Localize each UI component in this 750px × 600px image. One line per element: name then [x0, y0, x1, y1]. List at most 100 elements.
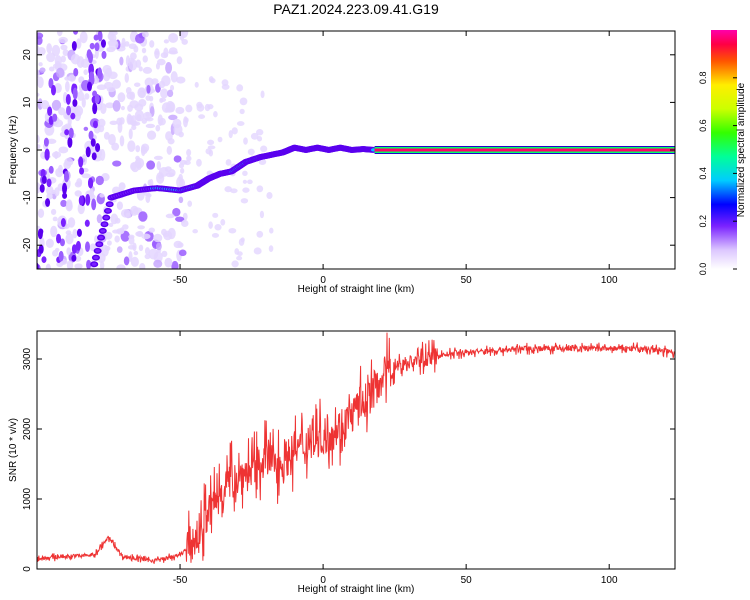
noise-speckle [164, 257, 173, 268]
noise-speckle [214, 224, 222, 231]
noise-speckle [138, 87, 147, 99]
noise-speckle [256, 185, 264, 193]
streak-blob [38, 228, 44, 235]
streak-blob [64, 129, 70, 136]
noise-speckle [131, 125, 137, 131]
noise-speckle [120, 208, 131, 218]
noise-speckle [204, 103, 211, 112]
noise-speckle [250, 132, 259, 140]
signal-blob-core [107, 202, 113, 206]
noise-speckle [108, 222, 114, 227]
noise-speckle [135, 33, 145, 44]
noise-speckle [147, 193, 152, 198]
streak-blob [84, 219, 90, 227]
noise-speckle [161, 250, 168, 258]
colorbar-tick-label: 0.6 [698, 119, 708, 132]
noise-speckle [196, 158, 202, 167]
signal-blob-core [91, 262, 97, 266]
streak-blob [72, 87, 78, 100]
noise-speckle [76, 91, 85, 101]
y-tick-label: -10 [22, 190, 33, 205]
noise-speckle [45, 238, 54, 249]
streak-blob [88, 178, 94, 189]
noise-speckle [234, 248, 240, 255]
noise-speckle [167, 227, 176, 240]
noise-speckle [76, 56, 85, 68]
noise-speckle [107, 32, 115, 41]
streak-blob [41, 175, 47, 184]
colorbar-tick-label: 0.2 [698, 215, 708, 228]
noise-speckle [54, 83, 62, 94]
noise-speckle [111, 142, 120, 151]
noise-speckle [151, 78, 159, 85]
noise-speckle [141, 233, 151, 240]
noise-speckle [37, 76, 44, 89]
snr-y-ticks: 0 1000 2000 3000 [22, 347, 675, 572]
noise-speckle [266, 191, 273, 200]
noise-speckle [239, 97, 248, 106]
noise-speckle [120, 105, 125, 111]
noise-speckle [144, 247, 151, 255]
noise-speckle [163, 39, 169, 44]
noise-speckle [65, 230, 72, 235]
streak-blob [85, 193, 91, 206]
noise-speckle [46, 52, 56, 63]
noise-speckle [178, 196, 184, 204]
noise-speckle [148, 227, 155, 233]
streak-blob [91, 198, 97, 211]
noise-speckle [126, 91, 134, 100]
noise-speckle [130, 162, 137, 171]
noise-speckle [147, 130, 157, 140]
noise-speckle [56, 31, 63, 37]
noise-speckle [165, 172, 175, 178]
streak-blob [94, 93, 100, 104]
x-tick-label: -50 [173, 575, 188, 586]
noise-speckle [60, 55, 66, 63]
streak-blob [94, 42, 100, 52]
noise-speckle [142, 55, 148, 63]
noise-speckle [178, 249, 187, 257]
streak-blob [86, 81, 92, 92]
noise-speckle [186, 155, 192, 162]
noise-speckle [259, 210, 265, 219]
noise-speckle [117, 92, 126, 103]
y-tick-label: -20 [22, 238, 33, 253]
noise-speckle [239, 108, 245, 115]
noise-speckle [104, 231, 113, 240]
streak-blob [86, 259, 92, 269]
streak-blob [88, 130, 94, 140]
noise-speckle [269, 227, 274, 234]
noise-speckle [144, 77, 154, 87]
noise-speckle [127, 140, 136, 152]
streak-blob [41, 256, 47, 263]
colorbar-ticks: 0.0 0.2 0.4 0.6 0.8 [698, 72, 737, 275]
noise-speckle [128, 43, 137, 50]
noise-speckle [228, 130, 233, 139]
noise-speckle [208, 221, 213, 229]
colorbar-tick-label: 0.4 [698, 167, 708, 180]
noise-speckle [168, 32, 179, 43]
y-tick-label: 20 [22, 49, 33, 61]
y-tick-label: 2000 [22, 417, 33, 440]
snr-series-line [37, 332, 675, 564]
noise-speckle [64, 76, 71, 81]
spectrogram-x-ticks: -50 0 50 100 [173, 31, 618, 286]
noise-speckle [69, 105, 79, 115]
noise-speckle [207, 139, 215, 146]
noise-speckle [153, 155, 163, 161]
noise-speckle [164, 166, 172, 172]
noise-speckle [178, 173, 183, 183]
noise-speckle [96, 214, 103, 224]
noise-speckle [116, 246, 123, 253]
noise-speckle [168, 101, 176, 113]
noise-speckle [79, 31, 88, 44]
signal-blob-core [96, 242, 102, 246]
streak-blob [58, 250, 64, 262]
streak-blob [88, 51, 94, 64]
noise-speckle [167, 138, 175, 145]
noise-speckle [99, 260, 105, 269]
streak-blob [67, 136, 73, 148]
noise-speckle [217, 136, 223, 143]
streak-blob [64, 170, 70, 183]
noise-speckle [168, 47, 178, 55]
